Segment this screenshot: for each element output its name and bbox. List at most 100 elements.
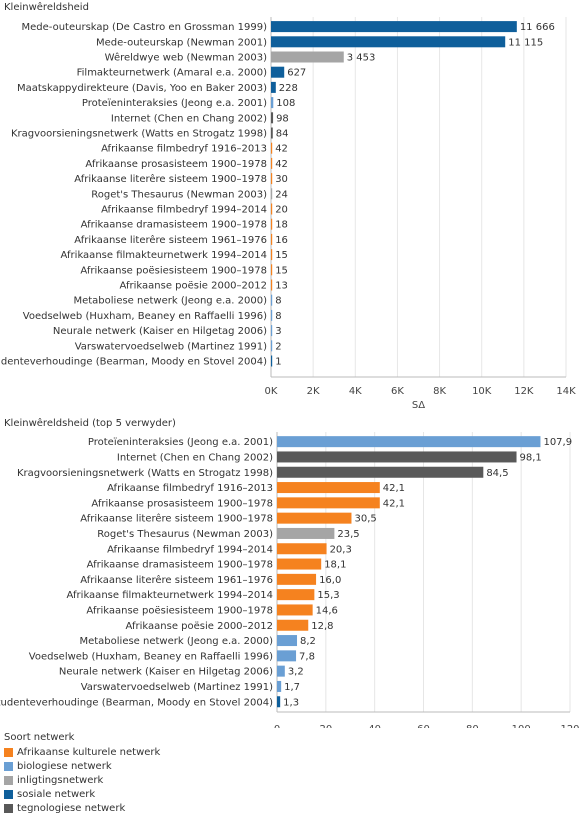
- bar: [271, 173, 273, 185]
- legend-swatch: [4, 789, 13, 799]
- category-label: Varswatervoedselweb (Martinez 1991): [81, 682, 273, 693]
- category-label: Filmakteurnetwerk (Amaral e.a. 2000): [77, 68, 267, 79]
- data-label: 42,1: [383, 498, 405, 509]
- bar: [271, 264, 273, 276]
- category-label: Varswatervoedselweb (Martinez 1991): [75, 341, 267, 352]
- legend-swatch: [4, 803, 13, 813]
- category-label: Afrikaanse literêre sisteem 1961–1976: [80, 574, 273, 586]
- category-label: Afrikaanse filmbedryf 1994–2014: [107, 544, 273, 555]
- bar: [271, 203, 273, 215]
- category-label: Afrikaanse poësiesisteem 1900–1978: [80, 265, 267, 276]
- bar: [277, 635, 298, 647]
- data-label: 18: [275, 220, 288, 231]
- legend: Soort netwerk Afrikaanse kulturele netwe…: [4, 732, 160, 815]
- data-label: 8,2: [300, 636, 316, 647]
- data-label: 16: [275, 235, 288, 246]
- data-label: 2: [275, 341, 281, 352]
- x-tick-label: 4K: [349, 386, 362, 397]
- bar: [277, 527, 335, 539]
- bar: [271, 157, 273, 169]
- data-label: 84,5: [486, 468, 508, 479]
- data-label: 11 115: [508, 37, 543, 48]
- category-label: Afrikaanse filmakteurnetwerk 1994–2014: [61, 250, 267, 261]
- category-label: Roget's Thesaurus (Newman 2003): [97, 529, 273, 540]
- bar: [277, 512, 352, 524]
- data-label: 13: [275, 281, 288, 292]
- x-tick-label: 120: [560, 724, 579, 728]
- legend-title: Soort netwerk: [4, 732, 75, 743]
- category-label: Metaboliese netwerk (Jeong e.a. 2000): [73, 296, 267, 307]
- category-label: Internet (Chen en Chang 2002): [117, 452, 273, 463]
- x-tick-label: 14K: [556, 386, 576, 397]
- x-tick-label: 0K: [265, 386, 278, 397]
- bar: [277, 665, 285, 677]
- chart-title-1: Kleinwêreldsheid: [4, 2, 89, 13]
- data-label: 228: [279, 83, 298, 94]
- bar: [271, 188, 273, 200]
- legend-item-afrikaanse[interactable]: Afrikaanse kulturele netwerk: [4, 745, 160, 759]
- bar: [277, 558, 322, 570]
- bar: [271, 355, 273, 367]
- data-label: 1: [275, 357, 281, 368]
- category-label: Proteïeninteraksies (Jeong e.a. 2001): [88, 437, 273, 448]
- x-tick-label: 40: [368, 724, 381, 728]
- data-label: 107,9: [543, 437, 572, 448]
- data-label: 14,6: [316, 605, 338, 616]
- data-label: 15: [275, 250, 288, 261]
- legend-swatch: [4, 775, 13, 785]
- bar-chart-1: 0K 2K 4K 6K 8K 10K 12K 14K Mede-outeurskap (De C…: [0, 17, 576, 411]
- bar: [271, 127, 273, 139]
- category-label: Studenteverhoudinge (Bearman, Moody en S…: [0, 697, 273, 708]
- category-label: Kragvoorsieningsnetwerk (Watts en Stroga…: [17, 468, 273, 479]
- bar: [277, 573, 317, 585]
- data-label: 3,2: [288, 667, 304, 678]
- data-label: 42: [275, 159, 288, 170]
- bar: [277, 466, 484, 478]
- legend-label: inligtingsnetwerk: [17, 774, 104, 786]
- bar: [277, 482, 380, 494]
- category-label: Neurale netwerk (Kaiser en Hilgetag 2006…: [53, 326, 267, 337]
- category-label: Afrikaanse prosasisteem 1900–1978: [85, 159, 267, 170]
- bar: [271, 142, 273, 154]
- legend-item-biologies[interactable]: biologiese netwerk: [4, 759, 160, 773]
- category-label: Voedselweb (Huxham, Beaney en Raffaelli …: [29, 651, 273, 662]
- category-label: Afrikaanse dramasisteem 1900–1978: [81, 220, 267, 231]
- bar: [277, 497, 380, 509]
- category-label: Afrikaanse literêre sisteem 1900–1978: [80, 513, 273, 525]
- chart-title-2: Kleinwêreldsheid (top 5 verwyder): [4, 418, 176, 429]
- data-label: 84: [276, 129, 289, 140]
- data-label: 98: [276, 113, 289, 124]
- bar: [271, 36, 506, 48]
- data-label: 30: [275, 174, 288, 185]
- legend-item-sosiaal[interactable]: sosiale netwerk: [4, 787, 160, 801]
- data-label: 7,8: [299, 651, 315, 662]
- legend-label: sosiale netwerk: [17, 788, 96, 800]
- data-label: 30,5: [354, 514, 376, 525]
- category-label: Metaboliese netwerk (Jeong e.a. 2000): [79, 636, 273, 647]
- category-label: Proteïeninteraksies (Jeong e.a. 2001): [82, 98, 267, 109]
- bar: [277, 451, 517, 463]
- legend-label: biologiese netwerk: [17, 760, 112, 772]
- bar: [271, 66, 285, 78]
- category-label: Maatskappydirekteure (Davis, Yoo en Bake…: [17, 83, 267, 94]
- legend-item-inligting[interactable]: inligtingsnetwerk: [4, 773, 160, 787]
- x-tick-label: 10K: [472, 386, 492, 397]
- x-tick-label: 8K: [433, 386, 446, 397]
- data-label: 108: [276, 98, 295, 109]
- legend-item-tegnologies[interactable]: tegnologiese netwerk: [4, 801, 160, 815]
- x-tick-label: 100: [512, 724, 531, 728]
- category-label: Roget's Thesaurus (Newman 2003): [91, 189, 267, 200]
- bar: [277, 589, 315, 601]
- data-label: 20,3: [330, 544, 352, 555]
- data-label: 42: [275, 144, 288, 155]
- legend-label: Afrikaanse kulturele netwerk: [17, 746, 161, 758]
- x-tick-label: 60: [417, 724, 430, 728]
- bar: [271, 21, 517, 33]
- category-label: Afrikaanse filmbedryf 1994–2014: [101, 205, 267, 216]
- bar: [271, 309, 273, 321]
- category-label: Afrikaanse filmbedryf 1916–2013: [107, 483, 273, 494]
- bar: [271, 97, 274, 109]
- category-label: Afrikaanse poësiesisteem 1900–1978: [86, 605, 273, 616]
- bar-chart-2: 0 20 40 60 80 100 120 Proteïeninteraksies (Jeon…: [0, 432, 579, 728]
- data-label: 1,7: [284, 682, 300, 693]
